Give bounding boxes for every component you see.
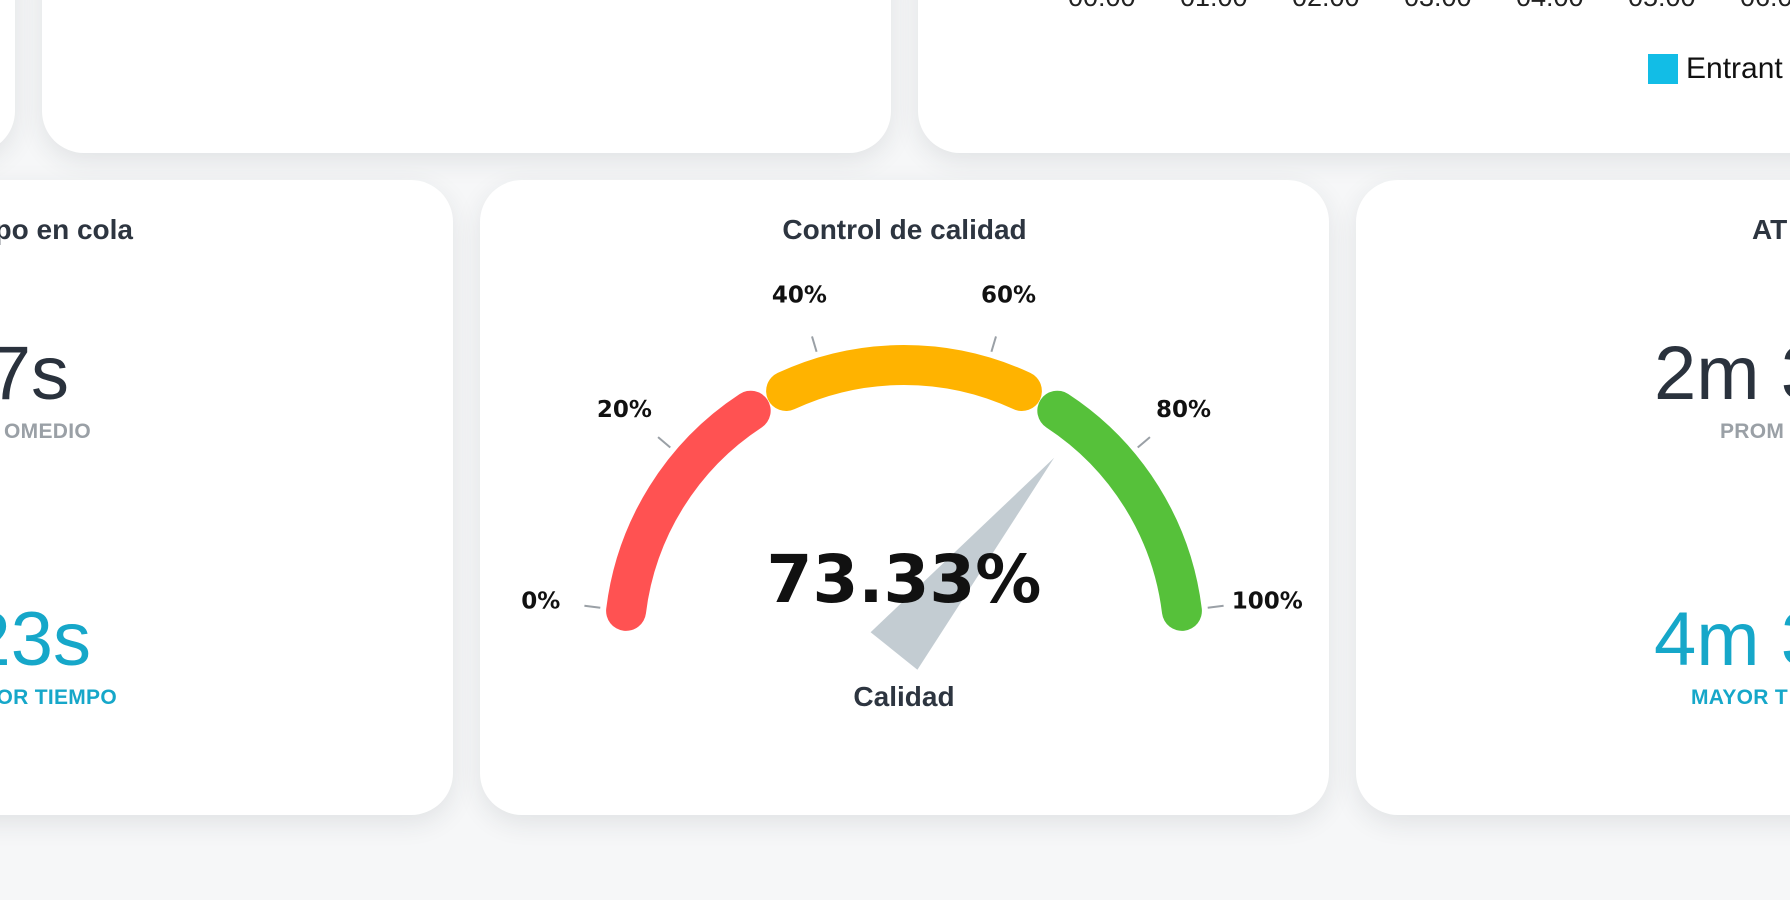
gauge-needle — [870, 457, 1055, 670]
top-left-edge-card — [0, 0, 15, 153]
x-tick-label: 00:00 — [1068, 0, 1136, 13]
gauge-bands — [606, 345, 1202, 631]
gauge-band — [1037, 390, 1202, 631]
chart-legend[interactable]: Entrant — [1648, 52, 1783, 86]
x-axis-ticks: 00:00 01:00 02:00 03:00 04:00 05:00 06:0… — [1068, 0, 1790, 12]
legend-label: Entrant — [1686, 52, 1783, 85]
x-tick-label: 05:00 — [1628, 0, 1696, 13]
x-tick-label: 01:00 — [1180, 0, 1248, 13]
queue-time-card: po en cola 7s OMEDIO 23s OR TIEMPO — [0, 180, 453, 815]
gauge-band — [766, 345, 1042, 412]
gauge-tick-mark — [657, 436, 671, 449]
card-title: Control de calidad — [782, 214, 1027, 245]
gauge-tick-label: 60% — [981, 282, 1036, 308]
top-middle-card — [42, 0, 891, 153]
top-right-chart-card: 00:00 01:00 02:00 03:00 04:00 05:00 06:0… — [918, 0, 1790, 153]
max-value: 23s — [0, 597, 91, 682]
gauge-tick-mark — [1207, 604, 1224, 609]
gauge-label: Calidad — [853, 681, 954, 712]
gauge-tick-mark — [811, 336, 818, 353]
gauge-band — [606, 390, 771, 631]
average-label: PROM — [1720, 420, 1785, 443]
gauge-tick-label: 80% — [1156, 397, 1211, 423]
average-value: 2m 3 — [1654, 331, 1790, 416]
gauge-tick-mark — [584, 604, 601, 609]
gauge-tick-label: 100% — [1232, 588, 1303, 614]
max-value: 4m 3 — [1654, 597, 1790, 682]
max-label: MAYOR T — [1691, 686, 1788, 709]
legend-swatch — [1648, 54, 1678, 84]
max-label: OR TIEMPO — [0, 686, 117, 709]
x-tick-label: 03:00 — [1404, 0, 1472, 13]
x-tick-label: 06:00 — [1740, 0, 1790, 13]
quality-control-card: Control de calidad 0% 20% 40% 60% 80% 100% 73… — [480, 180, 1329, 815]
average-value: 7s — [0, 331, 69, 416]
x-tick-label: 04:00 — [1516, 0, 1584, 13]
gauge-ticks: 0% 20% 40% 60% 80% 100% — [521, 282, 1303, 614]
gauge-tick-label: 40% — [772, 282, 827, 308]
gauge-tick-label: 20% — [597, 397, 652, 423]
gauge-tick-label: 0% — [521, 588, 560, 614]
gauge-tick-mark — [1137, 436, 1151, 449]
average-label: OMEDIO — [4, 420, 91, 443]
quality-gauge: 0% 20% 40% 60% 80% 100% 73.33% Calidad — [521, 282, 1303, 712]
x-tick-label: 02:00 — [1292, 0, 1360, 13]
card-title: po en cola — [0, 214, 133, 245]
gauge-tick-mark — [990, 336, 997, 353]
gauge-value: 73.33% — [767, 541, 1042, 618]
att-card: AT 2m 3 PROM 4m 3 MAYOR T — [1356, 180, 1790, 815]
card-title: AT — [1752, 214, 1788, 245]
